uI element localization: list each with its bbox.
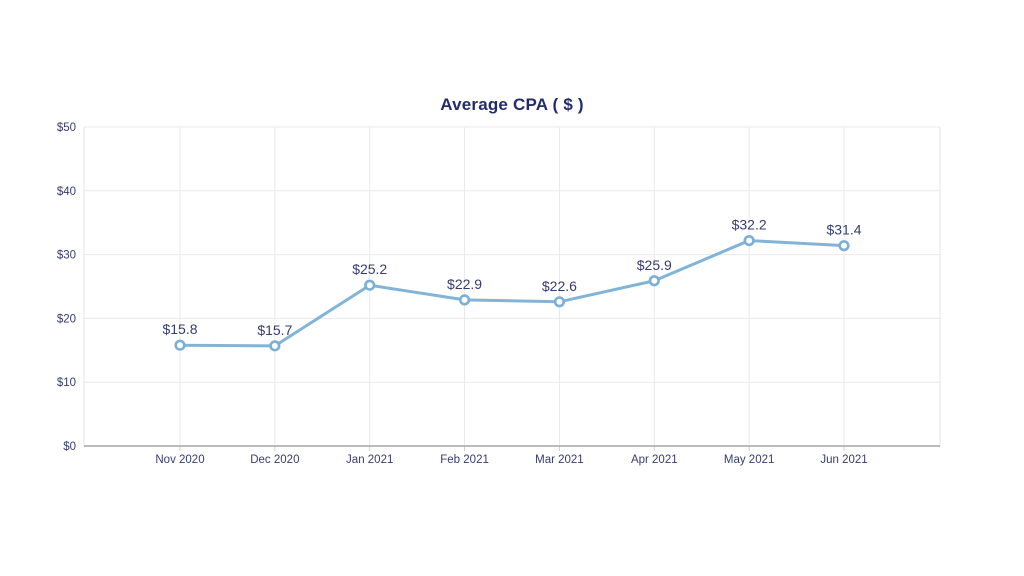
y-axis-tick-label: $40 xyxy=(57,186,76,198)
y-axis-tick-label: $20 xyxy=(57,313,76,325)
data-point-label: $15.7 xyxy=(257,322,292,338)
data-point-label: $15.8 xyxy=(162,321,197,337)
data-point[interactable] xyxy=(838,240,850,252)
data-point[interactable] xyxy=(174,339,186,351)
data-point-label: $25.9 xyxy=(637,257,672,273)
data-point[interactable] xyxy=(743,234,755,247)
y-axis-tick-label: $0 xyxy=(63,441,76,453)
x-axis-tick-label: Nov 2020 xyxy=(155,454,204,466)
data-point[interactable] xyxy=(364,279,376,291)
data-point-label: $32.2 xyxy=(732,217,767,233)
x-axis-tick-label: Jan 2021 xyxy=(346,454,393,466)
chart-title: Average CPA ( $ ) xyxy=(440,95,584,114)
y-axis-tick-label: $50 xyxy=(57,122,76,134)
data-point[interactable] xyxy=(553,296,566,308)
x-axis-tick-label: Apr 2021 xyxy=(631,454,678,466)
x-axis-tick-label: Feb 2021 xyxy=(440,454,489,466)
y-axis-tick-label: $30 xyxy=(57,250,76,262)
data-point-label: $22.6 xyxy=(542,278,577,294)
data-point-label: $22.9 xyxy=(447,276,482,292)
cpa-series-line xyxy=(178,239,846,348)
data-point-label: $31.4 xyxy=(826,222,861,238)
x-axis-tick-label: Jun 2021 xyxy=(820,454,867,466)
data-point[interactable] xyxy=(458,294,471,306)
y-axis-tick-label: $10 xyxy=(57,377,76,389)
x-axis-tick-label: Mar 2021 xyxy=(535,454,584,466)
data-point[interactable] xyxy=(648,275,660,287)
x-axis-tick-label: May 2021 xyxy=(724,454,775,466)
data-point[interactable] xyxy=(269,340,281,352)
data-point-label: $25.2 xyxy=(352,261,387,277)
x-axis-tick-label: Dec 2020 xyxy=(250,454,299,466)
